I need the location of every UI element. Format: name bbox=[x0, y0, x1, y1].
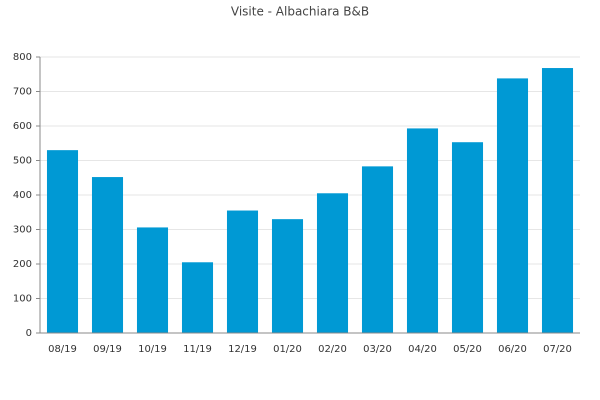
x-tick-label: 06/20 bbox=[498, 344, 527, 355]
y-tick-label: 700 bbox=[13, 87, 32, 98]
bar bbox=[136, 227, 169, 333]
x-tick-label: 09/19 bbox=[93, 344, 122, 355]
x-tick-label: 08/19 bbox=[48, 344, 77, 355]
bar bbox=[181, 262, 214, 333]
y-tick-label: 600 bbox=[13, 121, 32, 132]
y-tick-label: 0 bbox=[26, 328, 32, 339]
x-tick-label: 12/19 bbox=[228, 344, 257, 355]
x-tick-label: 03/20 bbox=[363, 344, 392, 355]
bar bbox=[271, 219, 304, 333]
x-tick-label: 01/20 bbox=[273, 344, 302, 355]
y-tick-label: 800 bbox=[13, 52, 32, 63]
x-tick-label: 10/19 bbox=[138, 344, 167, 355]
bar bbox=[361, 166, 394, 333]
bar bbox=[451, 142, 484, 333]
x-tick-label: 11/19 bbox=[183, 344, 212, 355]
y-tick-label: 200 bbox=[13, 259, 32, 270]
bar bbox=[91, 177, 124, 333]
bar bbox=[46, 150, 79, 333]
x-tick-label: 05/20 bbox=[453, 344, 482, 355]
bar bbox=[541, 68, 574, 333]
y-tick-label: 500 bbox=[13, 156, 32, 167]
bar bbox=[496, 78, 529, 333]
chart-title: Visite - Albachiara B&B bbox=[231, 5, 369, 19]
x-tick-label: 02/20 bbox=[318, 344, 347, 355]
y-tick-label: 300 bbox=[13, 225, 32, 236]
x-tick-label: 04/20 bbox=[408, 344, 437, 355]
bar bbox=[316, 193, 349, 333]
bar bbox=[226, 210, 259, 333]
y-tick-label: 100 bbox=[13, 294, 32, 305]
y-tick-label: 400 bbox=[13, 190, 32, 201]
x-tick-label: 07/20 bbox=[543, 344, 572, 355]
bar bbox=[406, 128, 439, 333]
